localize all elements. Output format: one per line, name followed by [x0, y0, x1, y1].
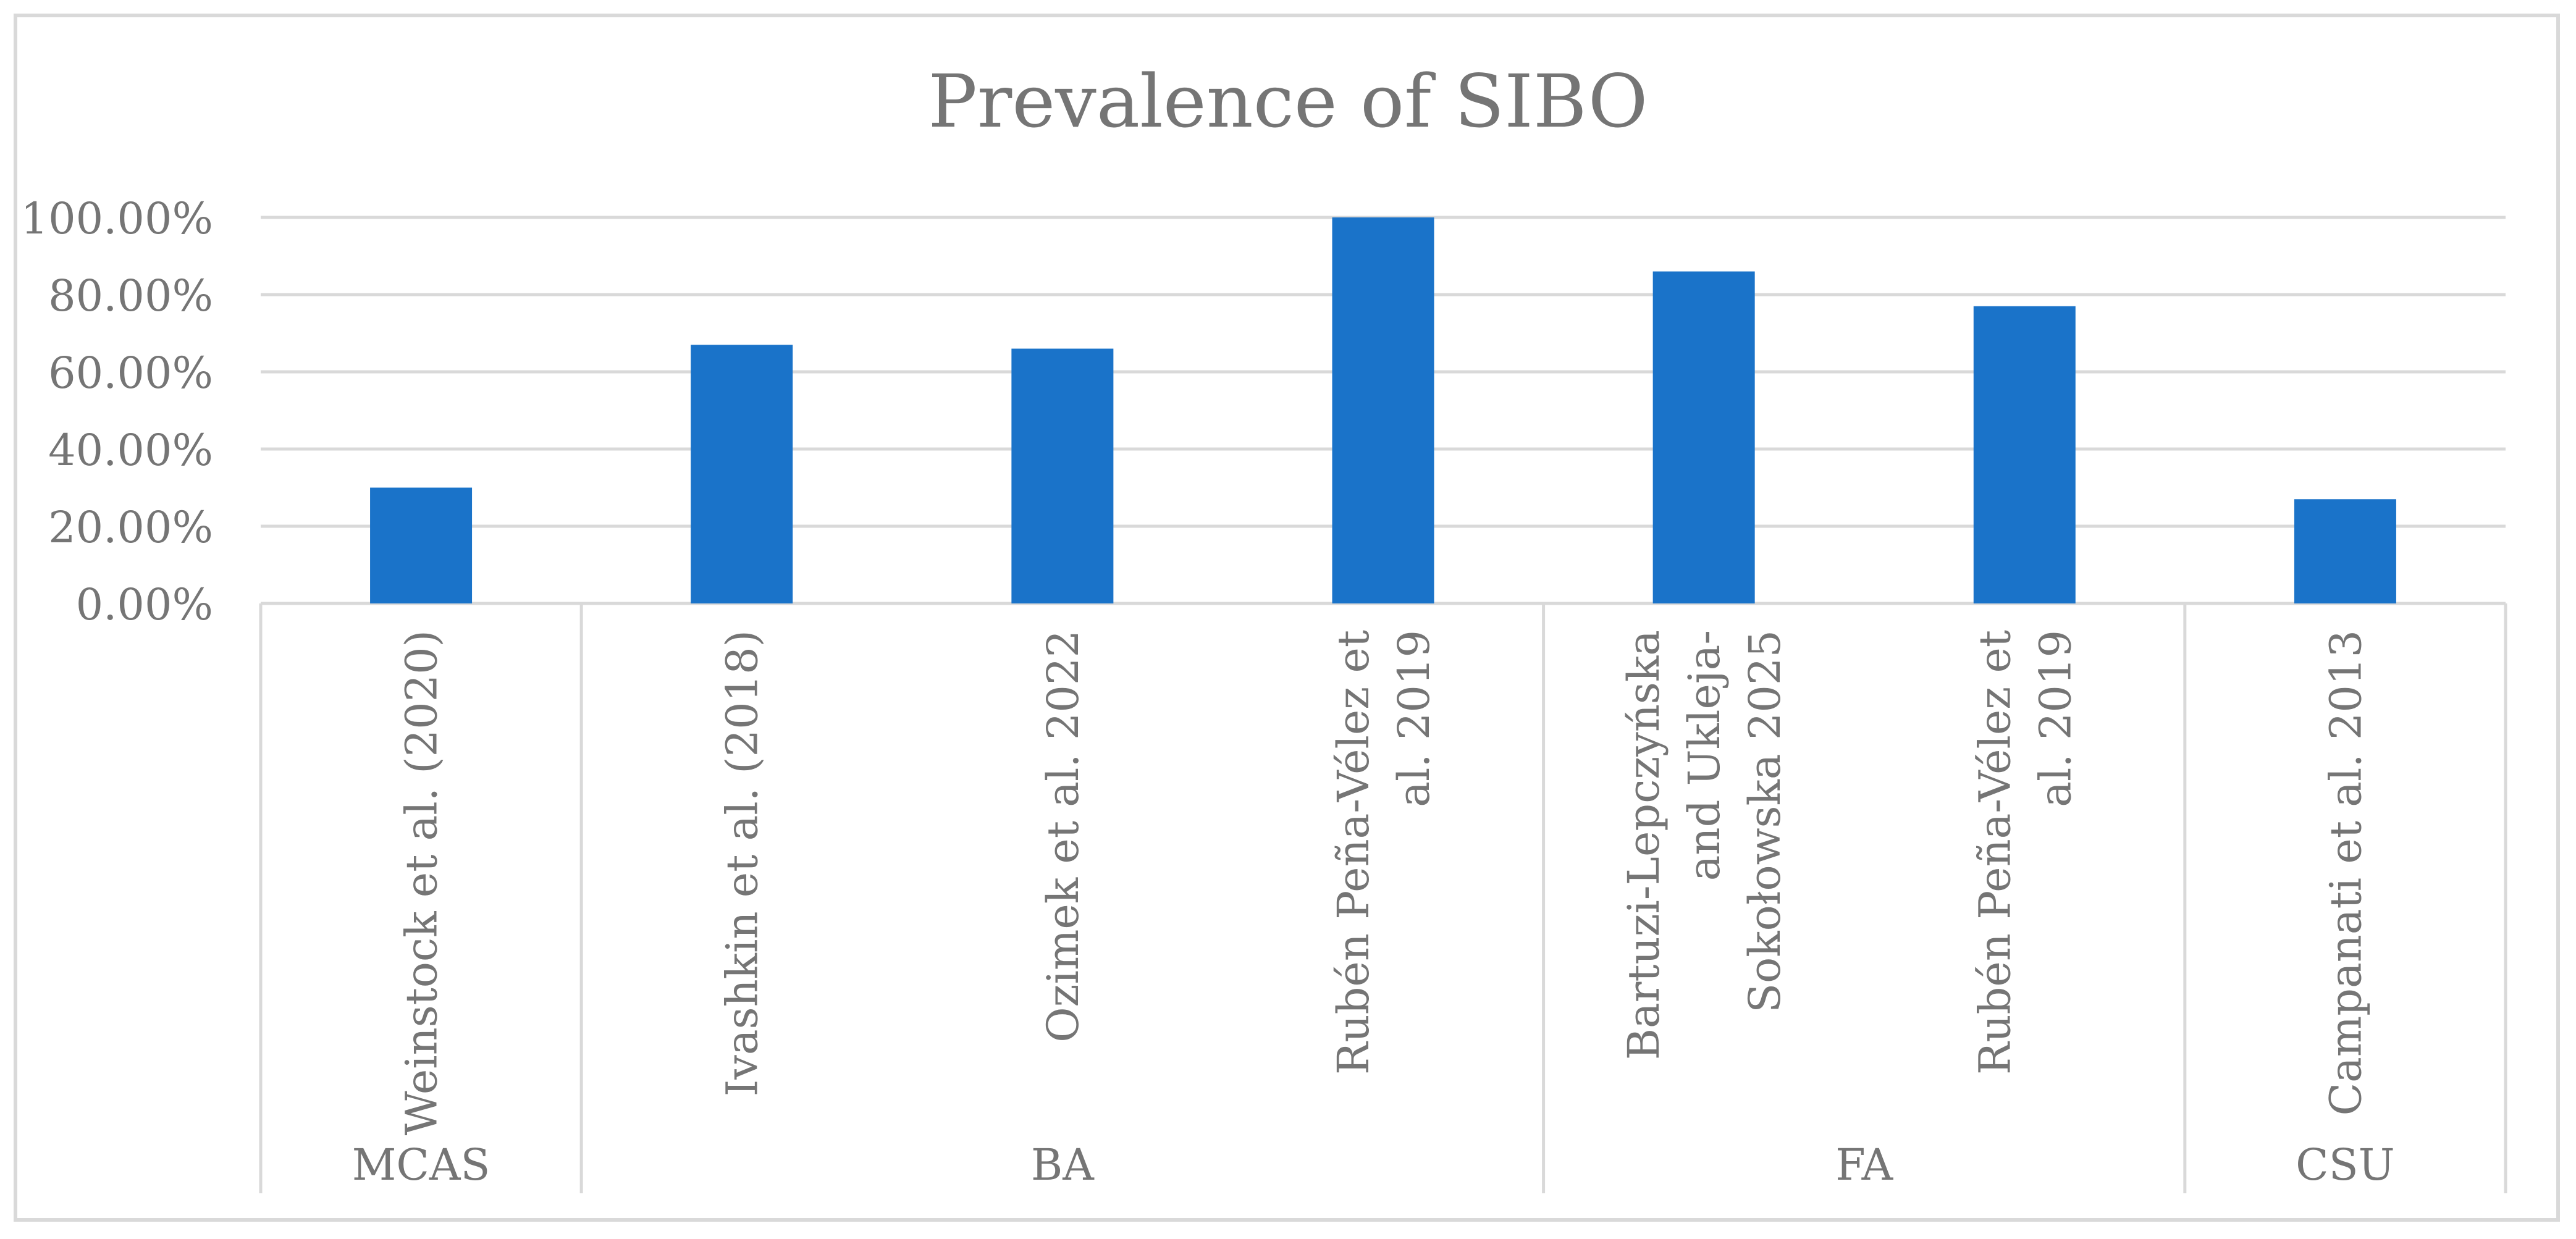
y-tick-label: 80.00%	[48, 271, 213, 321]
category-label: Rubén Peña-Vélez et al. 2019	[1969, 630, 2081, 1075]
category-label: Bartuzi-Lepczyńska and Ukleja- Sokołowska …	[1618, 630, 1790, 1060]
category-label: Ivashkin et al. (2018)	[717, 630, 768, 1096]
group-label: MCAS	[352, 1140, 490, 1190]
chart-title: Prevalence of SIBO	[928, 59, 1648, 144]
bar	[1332, 217, 1434, 603]
bar	[691, 345, 793, 603]
y-tick-label: 40.00%	[48, 425, 213, 476]
category-label: Rubén Peña-Vélez et al. 2019	[1328, 630, 1439, 1075]
group-label: BA	[1031, 1140, 1095, 1190]
y-tick-label: 100.00%	[21, 193, 213, 244]
bar	[1973, 306, 2076, 603]
bar	[2294, 499, 2396, 603]
y-tick-label: 20.00%	[48, 502, 213, 553]
y-tick-label: 0.00%	[76, 579, 213, 630]
bar	[1011, 348, 1114, 603]
bar	[1652, 271, 1755, 603]
category-label: Weinstock et al. (2020)	[397, 630, 447, 1135]
group-label: CSU	[2296, 1140, 2395, 1190]
y-tick-label: 60.00%	[48, 348, 213, 398]
category-label: Ozimek et al. 2022	[1038, 630, 1088, 1043]
category-label: Campanati et al. 2013	[2320, 630, 2371, 1115]
chart-frame	[14, 14, 2560, 1222]
group-label: FA	[1835, 1140, 1893, 1190]
bar	[370, 487, 473, 603]
label-layer: 0.00% 20.00% 40.00% 60.00% 80.00% 100.00% Wein…	[21, 193, 2395, 1190]
bar-layer	[370, 217, 2396, 603]
axis-layer	[259, 603, 2507, 1193]
